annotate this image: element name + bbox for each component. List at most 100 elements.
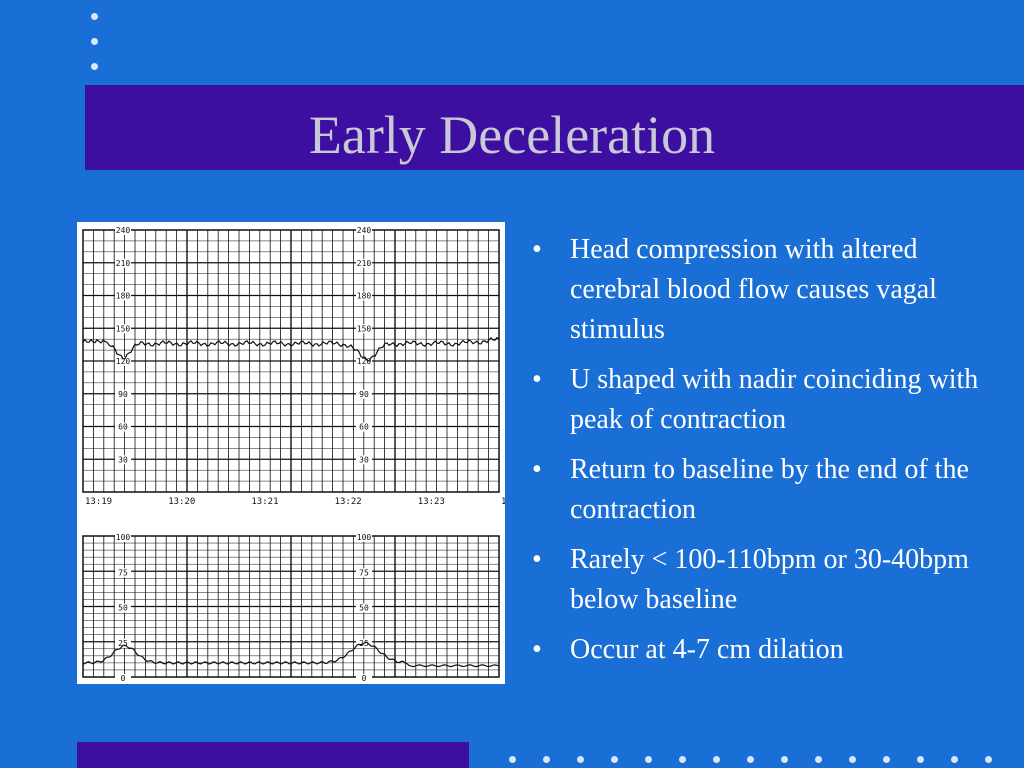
- decor-dot: [91, 13, 98, 20]
- decor-dot: [849, 756, 856, 763]
- decor-dot: [645, 756, 652, 763]
- decor-dot: [577, 756, 584, 763]
- toco-scale-label: 0: [362, 674, 367, 683]
- bullet-item: • Return to baseline by the end of the co…: [532, 450, 1012, 530]
- time-label: 13:19: [85, 497, 112, 507]
- toco-scale-label: 75: [118, 568, 128, 577]
- bottom-band: [77, 742, 469, 768]
- fhr-label-bg: [115, 357, 131, 366]
- toco-label-bg: [356, 603, 372, 613]
- fhr-scale-label: 90: [118, 390, 128, 399]
- toco-trace: [82, 641, 500, 668]
- toco-scale-label: 75: [359, 568, 369, 577]
- fhr-trace: [82, 336, 500, 362]
- bullet-text: Occur at 4-7 cm dilation: [570, 634, 844, 665]
- fhr-label-bg: [356, 324, 372, 334]
- decor-dot: [815, 756, 822, 763]
- toco-label-bg: [356, 674, 372, 683]
- decor-dot: [951, 756, 958, 763]
- fhr-grid: [82, 229, 500, 493]
- fhr-scale-label: 240: [357, 226, 372, 235]
- fhr-label-bg: [356, 455, 372, 465]
- bullet-item: • U shaped with nadir coinciding with pea…: [532, 360, 1012, 440]
- decor-dot: [781, 756, 788, 763]
- decor-dot: [747, 756, 754, 763]
- fhr-label-bg: [356, 258, 372, 268]
- decor-dot: [611, 756, 618, 763]
- bullet-list: • Head compression with altered cerebral …: [532, 230, 1012, 680]
- time-label: 13:20: [168, 497, 195, 507]
- toco-scale-label: 100: [116, 533, 131, 542]
- toco-label-bg: [115, 674, 131, 683]
- slide-title: Early Deceleration: [308, 105, 716, 165]
- fhr-scale-label: 120: [357, 357, 372, 366]
- toco-scale-label: 25: [118, 639, 128, 648]
- fhr-scale-label: 180: [116, 292, 131, 301]
- fhr-label-bg: [356, 291, 372, 301]
- fhr-scale-label: 60: [118, 423, 128, 432]
- bullet-item: • Head compression with altered cerebral …: [532, 230, 1012, 350]
- fhr-label-bg: [115, 324, 131, 334]
- decor-dot: [883, 756, 890, 763]
- time-label: 13:21: [251, 497, 278, 507]
- bullet-text: Return to baseline by the end of the con…: [570, 454, 969, 525]
- title-band: [85, 85, 1024, 170]
- fhr-scale-label: 150: [116, 324, 131, 333]
- fhr-label-bg: [115, 389, 131, 399]
- fhr-scale-label: 30: [118, 455, 128, 464]
- fhr-label-bg: [115, 258, 131, 268]
- fhr-scale-label: 120: [116, 357, 131, 366]
- fhr-scale-label: 210: [357, 259, 372, 268]
- decor-dot: [917, 756, 924, 763]
- bullet-marker: •: [532, 234, 542, 265]
- ctg-tracing-figure: 240 210 180 150 120 90 60 30 240 210 180 150 120 90 60…: [77, 222, 505, 684]
- decor-dot: [91, 63, 98, 70]
- bullet-item: • Rarely < 100-110bpm or 30-40bpm below b…: [532, 540, 1012, 620]
- time-label: 13:22: [335, 497, 362, 507]
- toco-label-bg: [115, 638, 131, 648]
- decor-dot: [713, 756, 720, 763]
- ctg-tracing-svg: 240 210 180 150 120 90 60 30 240 210 180 150 120 90 60…: [82, 226, 505, 683]
- bullet-marker: •: [532, 544, 542, 575]
- fhr-label-bg: [356, 357, 372, 366]
- toco-label-bg: [356, 568, 372, 578]
- bullet-text: Head compression with altered cerebral b…: [570, 234, 937, 345]
- fhr-scale-label: 240: [116, 226, 131, 235]
- toco-grid: [82, 535, 500, 678]
- fhr-scale-label: 30: [359, 455, 369, 464]
- fhr-scale-label: 60: [359, 423, 369, 432]
- fhr-scale-label: 150: [357, 324, 372, 333]
- toco-label-bg: [115, 533, 131, 542]
- bullet-item: • Occur at 4-7 cm dilation: [532, 630, 1012, 670]
- fhr-label-bg: [356, 226, 372, 235]
- toco-scale-label: 0: [121, 674, 126, 683]
- decor-dot: [543, 756, 550, 763]
- fhr-label-bg: [115, 422, 131, 432]
- bullet-marker: •: [532, 454, 542, 485]
- fhr-scale-label: 180: [357, 292, 372, 301]
- decor-dot: [91, 38, 98, 45]
- fhr-scale-label: 90: [359, 390, 369, 399]
- fhr-scale-label: 210: [116, 259, 131, 268]
- toco-scale-label: 100: [357, 533, 372, 542]
- fhr-label-bg: [356, 389, 372, 399]
- slide-title-container: Early Deceleration: [0, 104, 1024, 166]
- bullet-text: U shaped with nadir coinciding with peak…: [570, 364, 979, 435]
- fhr-label-bg: [115, 455, 131, 465]
- toco-scale-label: 50: [359, 604, 369, 613]
- time-label: 13:: [501, 497, 505, 507]
- toco-label-bg: [115, 568, 131, 578]
- decor-dot: [509, 756, 516, 763]
- fhr-label-bg: [356, 422, 372, 432]
- toco-label-bg: [356, 533, 372, 542]
- bullet-text: Rarely < 100-110bpm or 30-40bpm below ba…: [570, 544, 969, 615]
- decor-dot: [679, 756, 686, 763]
- time-label: 13:23: [418, 497, 445, 507]
- bullet-marker: •: [532, 364, 542, 395]
- toco-label-bg: [115, 603, 131, 613]
- fhr-label-bg: [115, 291, 131, 301]
- fhr-scale-labels: 240 210 180 150 120 90 60 30 240 210 180 150 120 90 60…: [115, 226, 372, 465]
- toco-scale-label: 50: [118, 604, 128, 613]
- fhr-label-bg: [115, 226, 131, 235]
